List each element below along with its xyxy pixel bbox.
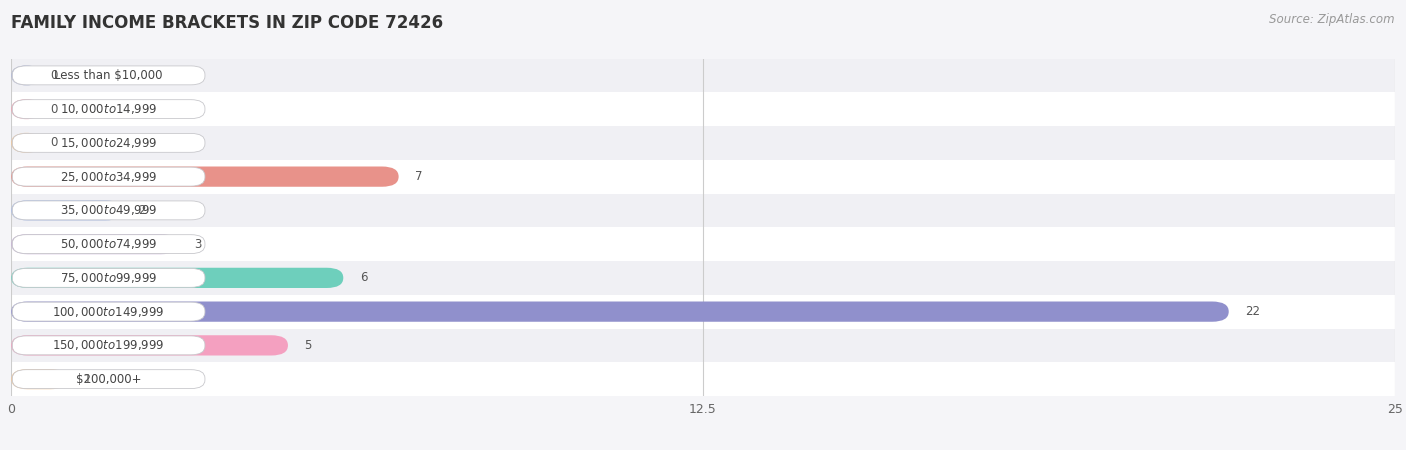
FancyBboxPatch shape: [13, 302, 205, 321]
Text: 2: 2: [139, 204, 146, 217]
FancyBboxPatch shape: [11, 99, 42, 119]
FancyBboxPatch shape: [11, 234, 177, 254]
Text: $150,000 to $199,999: $150,000 to $199,999: [52, 338, 165, 352]
Bar: [11, 362, 1395, 396]
FancyBboxPatch shape: [11, 200, 122, 220]
Text: $35,000 to $49,999: $35,000 to $49,999: [60, 203, 157, 217]
Text: 1: 1: [83, 373, 91, 386]
Text: $200,000+: $200,000+: [76, 373, 142, 386]
Bar: [11, 194, 1395, 227]
FancyBboxPatch shape: [11, 369, 66, 389]
Text: Source: ZipAtlas.com: Source: ZipAtlas.com: [1270, 14, 1395, 27]
FancyBboxPatch shape: [13, 66, 205, 85]
FancyBboxPatch shape: [11, 268, 343, 288]
Bar: [11, 261, 1395, 295]
FancyBboxPatch shape: [11, 133, 42, 153]
Text: 3: 3: [194, 238, 201, 251]
FancyBboxPatch shape: [13, 201, 205, 220]
FancyBboxPatch shape: [11, 302, 1229, 322]
FancyBboxPatch shape: [13, 336, 205, 355]
Text: $75,000 to $99,999: $75,000 to $99,999: [60, 271, 157, 285]
FancyBboxPatch shape: [13, 167, 205, 186]
Text: 0: 0: [51, 103, 58, 116]
Text: $25,000 to $34,999: $25,000 to $34,999: [60, 170, 157, 184]
Bar: [11, 227, 1395, 261]
FancyBboxPatch shape: [11, 65, 42, 86]
Text: Less than $10,000: Less than $10,000: [55, 69, 163, 82]
Bar: [11, 160, 1395, 194]
FancyBboxPatch shape: [13, 370, 205, 389]
Text: $50,000 to $74,999: $50,000 to $74,999: [60, 237, 157, 251]
FancyBboxPatch shape: [13, 133, 205, 152]
Text: 7: 7: [415, 170, 423, 183]
FancyBboxPatch shape: [13, 268, 205, 287]
Text: 0: 0: [51, 136, 58, 149]
Text: 22: 22: [1246, 305, 1260, 318]
Text: FAMILY INCOME BRACKETS IN ZIP CODE 72426: FAMILY INCOME BRACKETS IN ZIP CODE 72426: [11, 14, 443, 32]
Text: 5: 5: [305, 339, 312, 352]
Bar: [11, 126, 1395, 160]
Text: $10,000 to $14,999: $10,000 to $14,999: [60, 102, 157, 116]
FancyBboxPatch shape: [13, 100, 205, 118]
Bar: [11, 328, 1395, 362]
Bar: [11, 58, 1395, 92]
FancyBboxPatch shape: [11, 166, 399, 187]
FancyBboxPatch shape: [13, 235, 205, 254]
Text: $15,000 to $24,999: $15,000 to $24,999: [60, 136, 157, 150]
Bar: [11, 92, 1395, 126]
Bar: [11, 295, 1395, 328]
Text: 0: 0: [51, 69, 58, 82]
FancyBboxPatch shape: [11, 335, 288, 356]
Text: $100,000 to $149,999: $100,000 to $149,999: [52, 305, 165, 319]
Text: 6: 6: [360, 271, 367, 284]
